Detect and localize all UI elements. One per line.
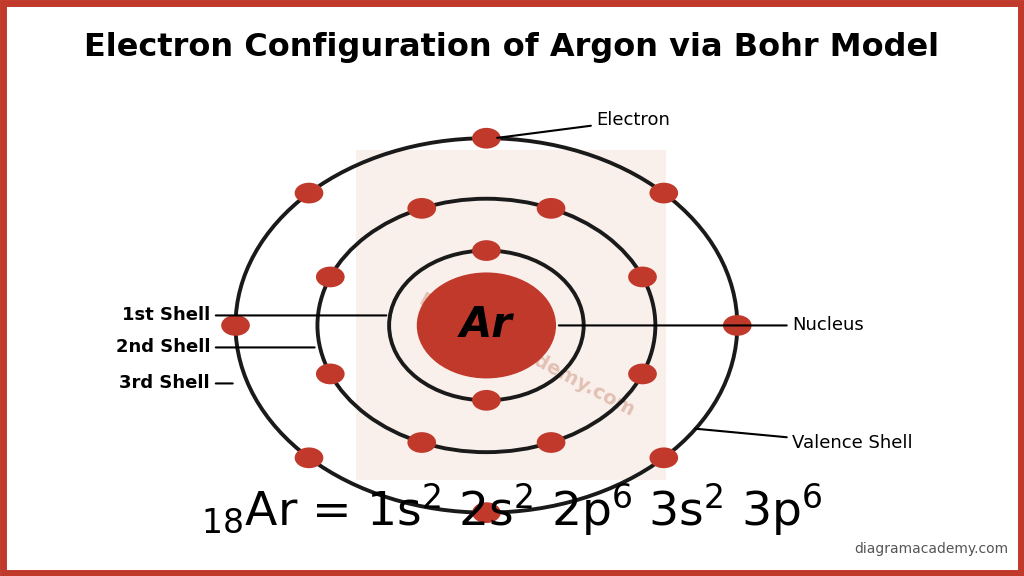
Text: Ar: Ar <box>460 305 513 346</box>
Ellipse shape <box>408 432 436 453</box>
Text: Diagramacademy.com: Diagramacademy.com <box>415 290 638 420</box>
Ellipse shape <box>295 183 324 203</box>
Text: diagramacademy.com: diagramacademy.com <box>854 542 1008 556</box>
Ellipse shape <box>316 363 345 384</box>
FancyBboxPatch shape <box>356 150 667 480</box>
Ellipse shape <box>472 502 501 523</box>
Ellipse shape <box>295 448 324 468</box>
Text: Nucleus: Nucleus <box>559 316 864 335</box>
Ellipse shape <box>537 432 565 453</box>
Ellipse shape <box>628 267 656 287</box>
Ellipse shape <box>723 315 752 336</box>
Ellipse shape <box>472 240 501 261</box>
Text: 2nd Shell: 2nd Shell <box>116 339 210 357</box>
Ellipse shape <box>649 183 678 203</box>
Text: 3rd Shell: 3rd Shell <box>120 374 210 392</box>
Text: Valence Shell: Valence Shell <box>695 429 913 452</box>
Ellipse shape <box>408 198 436 219</box>
Ellipse shape <box>472 390 501 411</box>
Text: Electron: Electron <box>498 111 671 138</box>
Ellipse shape <box>417 272 556 378</box>
Ellipse shape <box>628 363 656 384</box>
Ellipse shape <box>221 315 250 336</box>
Text: 1st Shell: 1st Shell <box>122 306 210 324</box>
Ellipse shape <box>316 267 345 287</box>
Text: Electron Configuration of Argon via Bohr Model: Electron Configuration of Argon via Bohr… <box>84 32 940 63</box>
Ellipse shape <box>537 198 565 219</box>
Ellipse shape <box>649 448 678 468</box>
Ellipse shape <box>472 128 501 149</box>
Text: $_{18}$Ar = 1s$^2$ 2s$^2$ 2p$^6$ 3s$^2$ 3p$^6$: $_{18}$Ar = 1s$^2$ 2s$^2$ 2p$^6$ 3s$^2$ … <box>201 482 823 539</box>
